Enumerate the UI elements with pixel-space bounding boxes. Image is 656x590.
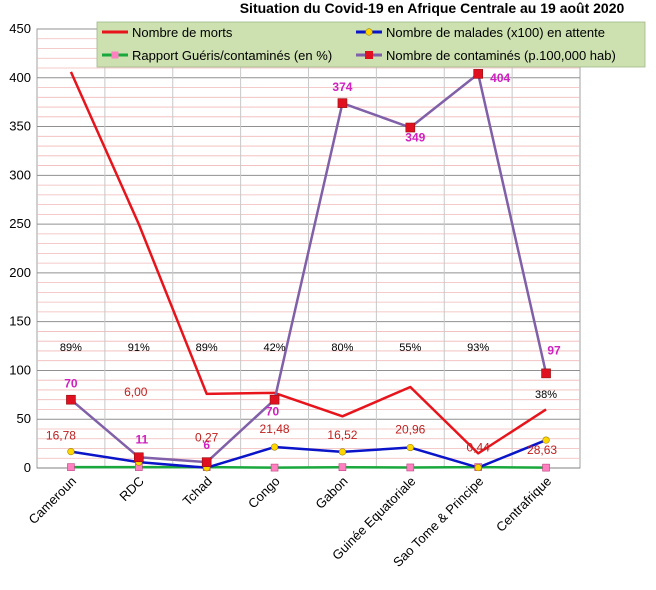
x-tick-label: Congo [245, 474, 283, 512]
series-line-malades [70, 438, 547, 469]
data-label-contamines: 70 [266, 405, 280, 419]
data-label-contamines: 6 [203, 438, 210, 452]
data-label-contamines: 70 [64, 377, 78, 391]
marker-malades [542, 436, 550, 444]
data-label-malades: 0,44 [467, 441, 491, 455]
y-tick-label: 0 [24, 460, 31, 475]
marker-contamines [269, 394, 280, 405]
marker-malades [406, 443, 414, 452]
y-tick-label: 400 [9, 70, 31, 85]
data-label-malades: 16,52 [327, 428, 357, 442]
x-tick-label: Centrafrique [493, 474, 554, 535]
y-tick-label: 150 [9, 314, 31, 329]
grid-layer [36, 28, 581, 469]
series-line-ratio [70, 465, 547, 469]
data-label-ratio: 89% [196, 342, 218, 354]
chart-title: Situation du Covid-19 en Afrique Central… [240, 0, 625, 16]
data-label-ratio: 42% [264, 342, 286, 354]
marker-ratio [270, 463, 279, 472]
marker-contamines [541, 368, 551, 379]
legend-marker [111, 51, 119, 59]
marker-malades [338, 448, 347, 456]
legend-label: Rapport Guéris/contaminés (en %) [132, 48, 332, 63]
x-tick-label: Tchad [180, 474, 215, 509]
legend-label: Nombre de contaminés (p.100,000 hab) [386, 48, 616, 63]
data-label-ratio: 55% [399, 342, 421, 354]
label-layer: 70 11 6 70 374 349 404 97 16,78 6,00 0,27 21,48 16,5… [46, 71, 561, 457]
y-tick-label: 350 [9, 119, 31, 134]
data-label-malades: 20,96 [395, 423, 425, 437]
data-label-malades: 21,48 [260, 422, 290, 436]
data-label-malades: 28,63 [527, 443, 557, 457]
data-label-contamines: 349 [405, 131, 425, 145]
data-label-ratio: 89% [60, 342, 82, 354]
marker-contamines [201, 457, 212, 467]
marker-contamines [473, 69, 483, 79]
y-tick-label: 100 [9, 362, 31, 377]
data-label-ratio: 93% [467, 342, 489, 354]
legend: Nombre de morts Nombre de malades (x100) … [96, 21, 646, 68]
marker-ratio [406, 463, 415, 472]
y-tick-label: 50 [17, 411, 31, 426]
data-label-malades: 0,27 [195, 431, 219, 445]
y-tick-label: 300 [9, 167, 31, 182]
data-label-contamines: 404 [490, 71, 510, 85]
legend-label: Nombre de malades (x100) en attente [386, 25, 605, 40]
data-label-malades: 16,78 [46, 429, 76, 443]
marker-contamines [337, 98, 348, 108]
marker-malades [270, 443, 279, 451]
data-label-contamines: 11 [135, 432, 148, 446]
series-line-morts [69, 71, 547, 455]
marker-contamines [405, 122, 416, 133]
x-tick-label: RDC [116, 474, 147, 505]
marker-ratio [542, 463, 550, 472]
legend-label: Nombre de morts [132, 25, 233, 40]
y-tick-label: 250 [9, 216, 31, 231]
data-label-malades: 6,00 [124, 385, 148, 399]
marker-malades [474, 463, 482, 472]
data-label-contamines: 97 [547, 343, 561, 357]
legend-marker [365, 28, 373, 36]
x-tick-label: Cameroun [26, 474, 80, 528]
series-line-contamines [70, 72, 548, 464]
marker-malades [67, 448, 75, 456]
legend-marker [365, 51, 373, 59]
marker-ratio [338, 463, 347, 472]
marker-contamines [134, 452, 144, 463]
data-label-ratio: 38% [535, 389, 557, 401]
series-layer [66, 69, 551, 472]
marker-contamines [66, 394, 76, 405]
data-label-contamines: 374 [332, 80, 352, 94]
y-tick-label: 450 [9, 21, 31, 36]
x-tick-label: Gabon [312, 474, 350, 512]
data-label-ratio: 91% [128, 342, 150, 354]
data-label-ratio: 80% [331, 342, 353, 354]
marker-ratio [67, 463, 75, 471]
y-tick-label: 200 [9, 265, 31, 280]
